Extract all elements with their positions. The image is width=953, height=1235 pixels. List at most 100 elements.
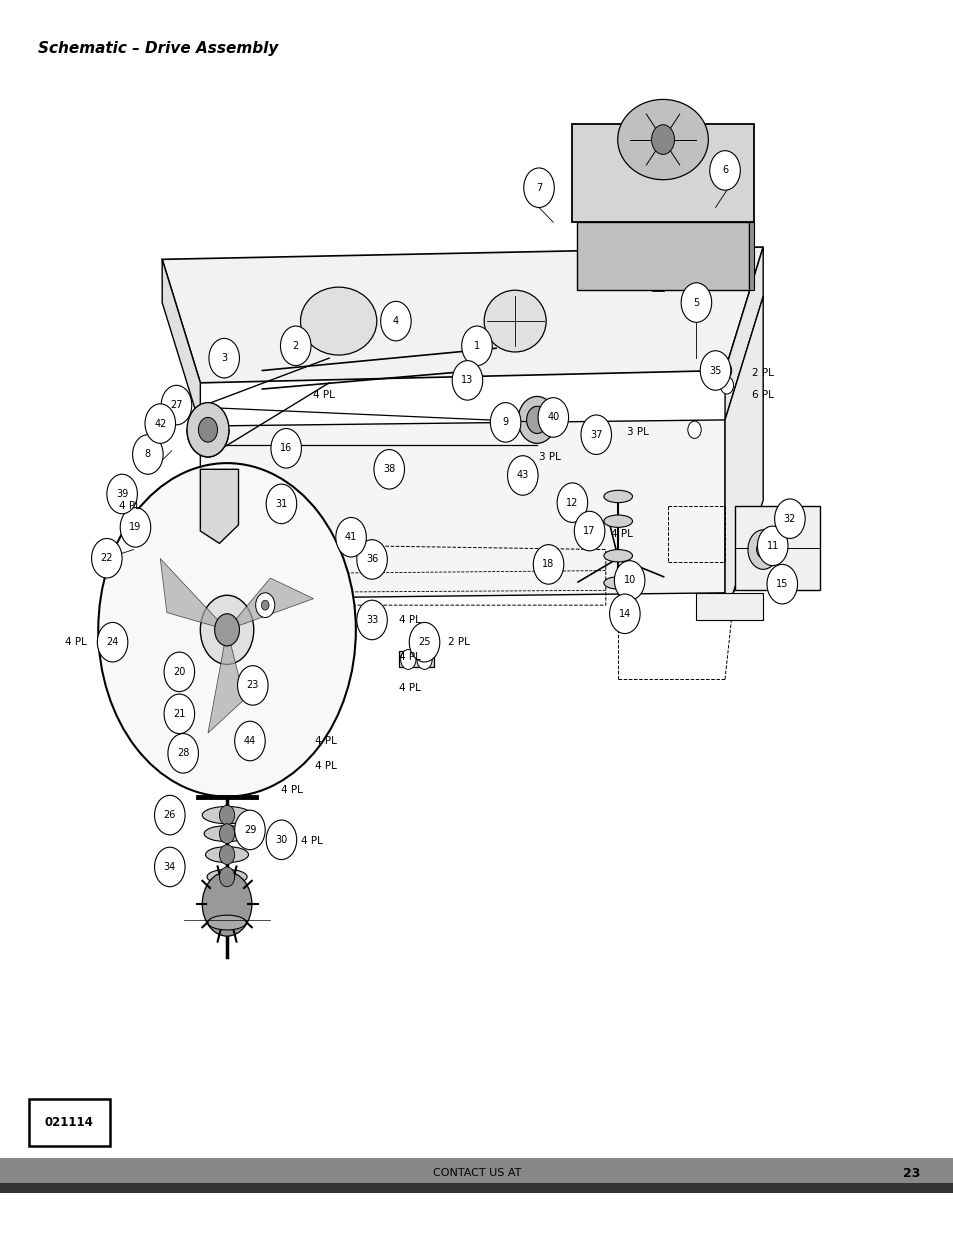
Circle shape [219, 845, 234, 864]
Text: 1: 1 [474, 341, 479, 351]
Polygon shape [162, 247, 762, 383]
Polygon shape [734, 506, 820, 590]
Polygon shape [577, 222, 748, 290]
Text: 15: 15 [776, 579, 787, 589]
Polygon shape [200, 469, 238, 543]
Text: 29: 29 [244, 825, 255, 835]
Polygon shape [696, 593, 762, 620]
Bar [0, 1183, 953, 1193]
Ellipse shape [202, 806, 252, 824]
Ellipse shape [603, 515, 632, 527]
Text: 4 PL: 4 PL [610, 529, 632, 538]
Circle shape [219, 805, 234, 825]
Circle shape [533, 545, 563, 584]
Text: 22: 22 [100, 553, 113, 563]
Ellipse shape [603, 577, 632, 589]
Text: 38: 38 [383, 464, 395, 474]
Text: 27: 27 [170, 400, 183, 410]
Text: 31: 31 [275, 499, 287, 509]
Text: 4 PL: 4 PL [398, 683, 420, 693]
Polygon shape [162, 259, 200, 426]
Text: 16: 16 [280, 443, 292, 453]
Circle shape [280, 326, 311, 366]
Circle shape [609, 594, 639, 634]
Text: 33: 33 [366, 615, 377, 625]
Text: 4: 4 [393, 316, 398, 326]
Text: 8: 8 [145, 450, 151, 459]
Text: 23: 23 [902, 1167, 920, 1179]
Ellipse shape [603, 490, 632, 503]
Circle shape [356, 540, 387, 579]
Circle shape [356, 600, 387, 640]
Text: 021114: 021114 [45, 1116, 93, 1129]
Circle shape [200, 595, 253, 664]
Circle shape [145, 404, 175, 443]
Ellipse shape [300, 287, 376, 356]
Text: 4 PL: 4 PL [300, 836, 322, 846]
Ellipse shape [517, 396, 556, 443]
Text: 6 PL: 6 PL [751, 390, 773, 400]
Text: 13: 13 [461, 375, 473, 385]
Circle shape [154, 847, 185, 887]
Polygon shape [200, 420, 724, 599]
Text: 44: 44 [244, 736, 255, 746]
Circle shape [219, 867, 234, 887]
Circle shape [651, 125, 674, 154]
Text: 5: 5 [693, 298, 699, 308]
Ellipse shape [204, 826, 250, 842]
Text: 42: 42 [154, 419, 166, 429]
Ellipse shape [208, 915, 246, 930]
Ellipse shape [483, 290, 545, 352]
Text: 10: 10 [623, 576, 635, 585]
Polygon shape [572, 124, 753, 222]
Bar [0, 1158, 953, 1183]
Circle shape [452, 361, 482, 400]
Polygon shape [398, 651, 434, 667]
Text: 2: 2 [293, 341, 298, 351]
Text: 4 PL: 4 PL [65, 637, 87, 647]
Circle shape [718, 362, 731, 379]
Text: 4 PL: 4 PL [314, 736, 336, 746]
Polygon shape [724, 296, 762, 618]
Circle shape [747, 530, 778, 569]
Circle shape [120, 508, 151, 547]
Circle shape [91, 538, 122, 578]
Circle shape [164, 694, 194, 734]
Text: 2 PL: 2 PL [751, 368, 773, 378]
Text: 9: 9 [502, 417, 508, 427]
Circle shape [507, 456, 537, 495]
Ellipse shape [618, 100, 708, 180]
Circle shape [720, 377, 733, 394]
Text: 4 PL: 4 PL [398, 615, 420, 625]
Circle shape [234, 810, 265, 850]
Text: 4 PL: 4 PL [314, 761, 336, 771]
Circle shape [202, 872, 252, 936]
Text: 35: 35 [709, 366, 720, 375]
Text: 37: 37 [590, 430, 601, 440]
Circle shape [757, 526, 787, 566]
Text: 14: 14 [618, 609, 630, 619]
Circle shape [756, 541, 769, 558]
Ellipse shape [207, 869, 247, 884]
Text: 30: 30 [275, 835, 287, 845]
Circle shape [132, 435, 163, 474]
Text: 43: 43 [517, 471, 528, 480]
Text: 4 PL: 4 PL [398, 652, 420, 662]
Circle shape [461, 326, 492, 366]
Circle shape [400, 650, 416, 669]
Text: 36: 36 [366, 555, 377, 564]
Polygon shape [208, 630, 244, 734]
Text: 18: 18 [542, 559, 554, 569]
Ellipse shape [526, 406, 547, 433]
Text: 28: 28 [177, 748, 189, 758]
Text: 26: 26 [164, 810, 175, 820]
Text: 21: 21 [173, 709, 185, 719]
Text: 11: 11 [766, 541, 778, 551]
Ellipse shape [603, 550, 632, 562]
Circle shape [154, 795, 185, 835]
Circle shape [214, 614, 239, 646]
Circle shape [219, 824, 234, 844]
Circle shape [537, 398, 568, 437]
Text: 23: 23 [247, 680, 258, 690]
Circle shape [416, 650, 432, 669]
